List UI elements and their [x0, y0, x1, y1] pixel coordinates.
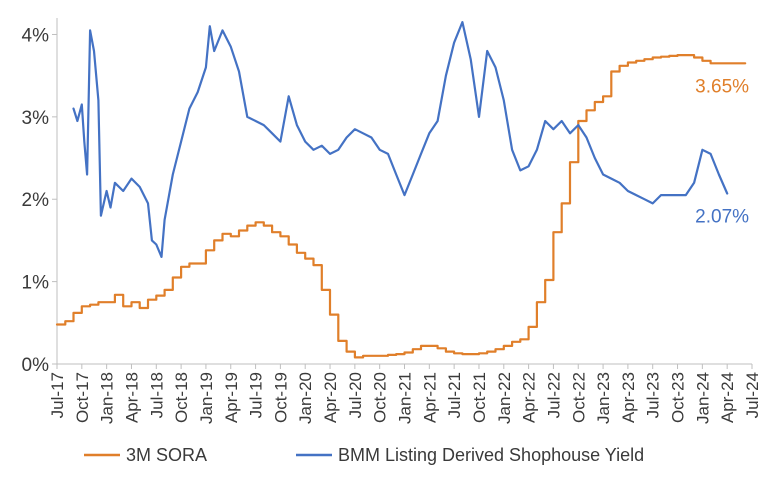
x-tick-label: Jul-17 [48, 372, 67, 418]
y-tick-label: 1% [22, 273, 50, 294]
x-tick-label: Apr-18 [122, 372, 141, 423]
x-tick-label: Apr-21 [420, 372, 439, 423]
x-tick-label: Apr-23 [619, 372, 638, 423]
end-label-shophouse-yield: 2.07% [695, 206, 749, 227]
x-tick-label: Jan-23 [594, 372, 613, 424]
x-tick-label: Oct-17 [73, 372, 92, 423]
chart-legend: 3M SORA BMM Listing Derived Shophouse Yie… [84, 445, 644, 465]
legend-label-sora: 3M SORA [126, 445, 207, 465]
legend-label-shophouse-yield: BMM Listing Derived Shophouse Yield [338, 445, 644, 465]
chart-series [55, 21, 747, 359]
x-tick-label: Oct-21 [470, 372, 489, 423]
x-tick-label: Oct-20 [371, 372, 390, 423]
series-end-labels: 3.65% 2.07% [695, 76, 749, 227]
x-tick-label: Jul-21 [445, 372, 464, 418]
x-axis-ticks: Jul-17 Oct-17 Jan-18 Apr-18 Jul-18 Oct-18 Jan-… [48, 364, 762, 424]
x-tick-label: Jan-19 [197, 372, 216, 424]
y-tick-label: 2% [22, 190, 50, 211]
x-tick-label: Jul-18 [147, 372, 166, 418]
x-tick-label: Jul-23 [644, 372, 663, 418]
x-tick-label: Jul-20 [346, 372, 365, 418]
x-tick-label: Apr-24 [718, 372, 737, 423]
series-line-sora [55, 54, 747, 359]
y-tick-label: 3% [22, 108, 50, 129]
x-tick-label: Jul-22 [544, 372, 563, 418]
y-tick-label: 0% [22, 355, 50, 376]
x-tick-label: Oct-22 [569, 372, 588, 423]
end-label-sora: 3.65% [695, 76, 749, 97]
x-tick-label: Apr-20 [321, 372, 340, 423]
x-tick-label: Jan-22 [495, 372, 514, 424]
y-axis-ticks: 0% 1% 2% 3% 4% [22, 25, 57, 376]
x-tick-label: Jan-20 [296, 372, 315, 424]
series-line-shophouse-yield [72, 21, 729, 258]
x-tick-label: Jan-24 [693, 372, 712, 424]
x-tick-label: Jan-21 [396, 372, 415, 424]
x-tick-label: Jul-24 [743, 372, 762, 418]
x-tick-label: Oct-23 [669, 372, 688, 423]
y-tick-label: 4% [22, 25, 50, 46]
x-tick-label: Jan-18 [98, 372, 117, 424]
x-tick-label: Jul-19 [247, 372, 266, 418]
x-tick-label: Apr-19 [222, 372, 241, 423]
x-tick-label: Apr-22 [520, 372, 539, 423]
x-tick-label: Oct-18 [172, 372, 191, 423]
x-tick-label: Oct-19 [271, 372, 290, 423]
chart-axes [56, 18, 752, 365]
